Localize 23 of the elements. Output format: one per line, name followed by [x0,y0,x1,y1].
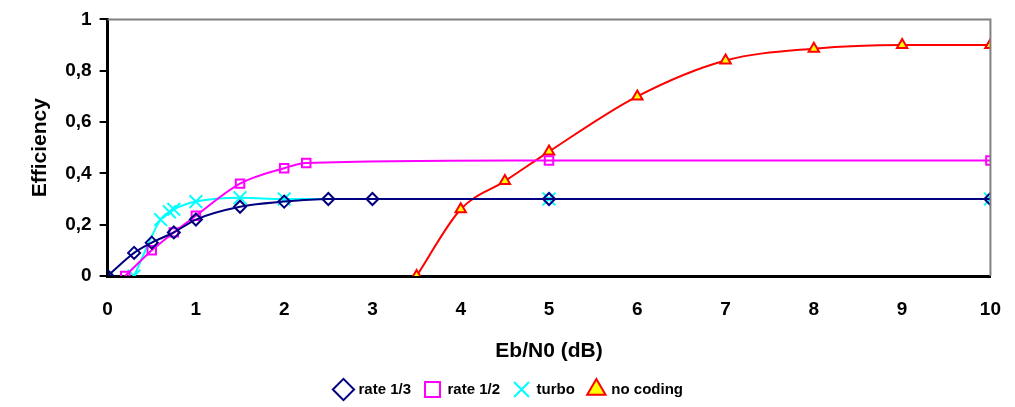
y-tick-label: 0,4 [65,161,93,183]
x-tick-label: 2 [278,297,290,319]
x-tick-label: 5 [543,297,555,319]
x-tick-label: 0 [102,297,113,319]
x-tick-label: 3 [367,297,378,319]
legend-label: turbo [536,379,575,397]
x-tick-label: 1 [190,297,202,319]
y-tick-label: 0 [81,264,92,286]
x-tick-label: 8 [808,297,820,319]
x-tick-label: 6 [632,297,643,319]
y-tick-label: 0,2 [65,212,92,234]
legend-label: rate 1/2 [447,379,501,397]
y-tick-label: 0,8 [65,58,92,80]
x-tick-label: 7 [720,297,731,319]
x-tick-label: 9 [896,297,908,319]
legend-label: rate 1/3 [358,379,412,397]
y-tick-label: 1 [81,7,93,29]
x-tick-label: 4 [455,297,467,319]
x-axis-title: Eb/N0 (dB) [495,338,603,362]
x-tick-label: 10 [979,297,1001,319]
y-axis-title: Efficiency [27,97,51,198]
y-tick-label: 0,6 [65,110,92,132]
legend-label: no coding [611,379,684,397]
